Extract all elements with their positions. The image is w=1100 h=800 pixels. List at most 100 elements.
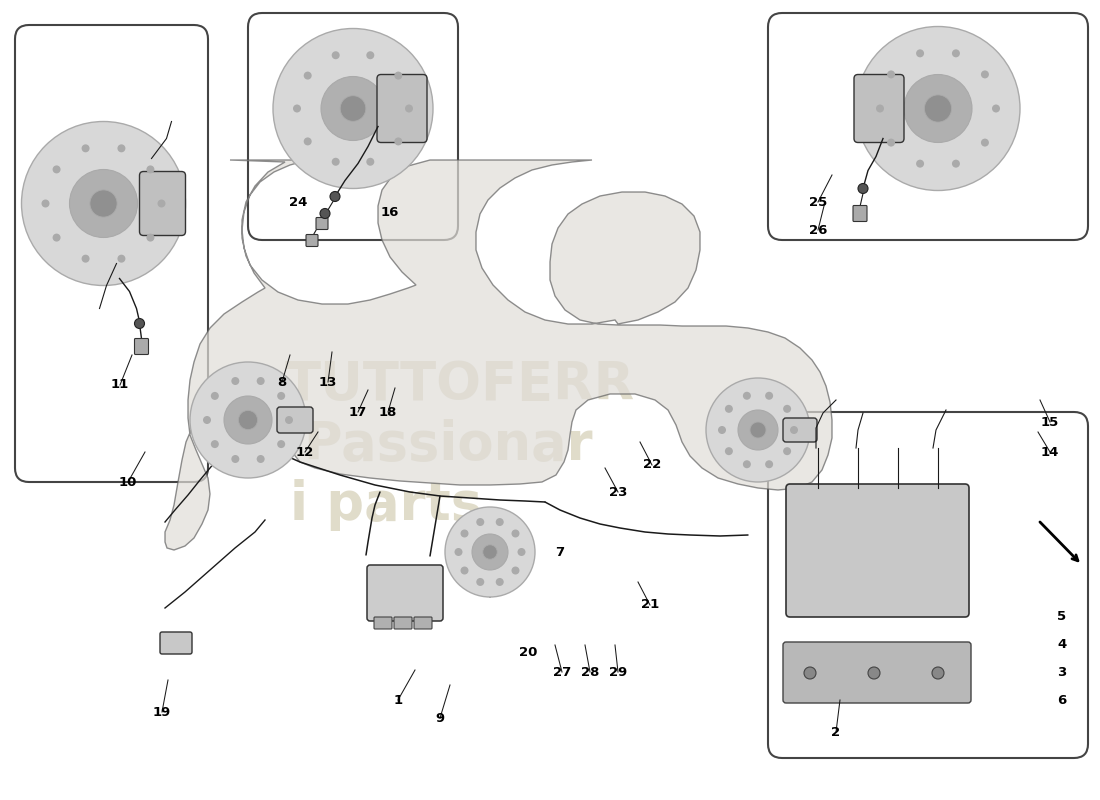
Circle shape xyxy=(496,578,504,586)
Circle shape xyxy=(916,50,924,58)
Circle shape xyxy=(293,105,301,113)
Circle shape xyxy=(53,166,60,174)
FancyBboxPatch shape xyxy=(248,13,458,240)
Circle shape xyxy=(332,51,340,59)
FancyBboxPatch shape xyxy=(134,338,148,354)
Circle shape xyxy=(118,254,125,262)
Circle shape xyxy=(750,422,766,438)
Circle shape xyxy=(766,460,773,468)
Circle shape xyxy=(461,566,469,574)
Text: 18: 18 xyxy=(378,406,397,418)
Text: 29: 29 xyxy=(609,666,627,678)
Circle shape xyxy=(790,426,798,434)
Text: 20: 20 xyxy=(519,646,537,658)
FancyBboxPatch shape xyxy=(316,218,328,230)
Text: 3: 3 xyxy=(1057,666,1067,678)
Circle shape xyxy=(725,405,733,413)
Text: 27: 27 xyxy=(553,666,571,678)
Circle shape xyxy=(256,455,265,463)
Text: 21: 21 xyxy=(641,598,659,611)
FancyBboxPatch shape xyxy=(783,642,971,703)
Text: 22: 22 xyxy=(642,458,661,471)
Text: 2: 2 xyxy=(832,726,840,738)
Circle shape xyxy=(461,530,469,538)
Circle shape xyxy=(924,95,952,122)
Circle shape xyxy=(330,191,340,202)
Text: 17: 17 xyxy=(349,406,367,418)
Text: i parts: i parts xyxy=(290,479,482,531)
Circle shape xyxy=(304,138,311,146)
Circle shape xyxy=(277,440,285,448)
FancyBboxPatch shape xyxy=(377,74,427,142)
Circle shape xyxy=(952,50,960,58)
Circle shape xyxy=(273,29,433,189)
Circle shape xyxy=(981,70,989,78)
FancyBboxPatch shape xyxy=(786,484,969,617)
Polygon shape xyxy=(165,160,832,550)
Circle shape xyxy=(742,460,751,468)
Circle shape xyxy=(321,77,385,141)
Circle shape xyxy=(952,160,960,168)
Circle shape xyxy=(706,378,810,482)
Circle shape xyxy=(742,392,751,400)
Text: 8: 8 xyxy=(277,375,287,389)
FancyBboxPatch shape xyxy=(414,617,432,629)
Text: 7: 7 xyxy=(556,546,564,558)
Circle shape xyxy=(146,234,154,242)
Circle shape xyxy=(81,254,89,262)
FancyBboxPatch shape xyxy=(854,74,904,142)
Circle shape xyxy=(90,190,117,217)
Circle shape xyxy=(239,410,257,430)
Circle shape xyxy=(320,209,330,218)
Text: 5: 5 xyxy=(1057,610,1067,623)
Circle shape xyxy=(211,440,219,448)
Circle shape xyxy=(858,183,868,194)
FancyBboxPatch shape xyxy=(277,407,313,433)
Circle shape xyxy=(340,96,366,122)
Circle shape xyxy=(211,392,219,400)
Circle shape xyxy=(405,105,412,113)
Circle shape xyxy=(876,105,884,113)
Circle shape xyxy=(394,71,403,79)
Text: 15: 15 xyxy=(1041,415,1059,429)
Circle shape xyxy=(887,70,895,78)
Circle shape xyxy=(366,51,374,59)
Circle shape xyxy=(904,74,972,142)
Circle shape xyxy=(472,534,508,570)
Circle shape xyxy=(766,392,773,400)
Circle shape xyxy=(804,667,816,679)
Text: 23: 23 xyxy=(608,486,627,498)
Circle shape xyxy=(476,578,484,586)
Circle shape xyxy=(483,545,497,559)
Circle shape xyxy=(887,138,895,146)
Circle shape xyxy=(718,426,726,434)
Circle shape xyxy=(285,416,293,424)
Circle shape xyxy=(231,377,240,385)
Circle shape xyxy=(496,518,504,526)
Circle shape xyxy=(81,144,89,152)
Text: 16: 16 xyxy=(381,206,399,218)
Circle shape xyxy=(366,158,374,166)
Text: 9: 9 xyxy=(436,711,444,725)
Circle shape xyxy=(256,377,265,385)
Circle shape xyxy=(190,362,306,478)
Circle shape xyxy=(157,199,165,207)
Circle shape xyxy=(134,318,144,329)
Circle shape xyxy=(856,26,1020,190)
Circle shape xyxy=(446,507,535,597)
FancyBboxPatch shape xyxy=(394,617,412,629)
Circle shape xyxy=(394,138,403,146)
Circle shape xyxy=(69,170,138,238)
FancyBboxPatch shape xyxy=(852,206,867,222)
Text: 28: 28 xyxy=(581,666,600,678)
Circle shape xyxy=(231,455,240,463)
FancyBboxPatch shape xyxy=(367,565,443,621)
Text: 25: 25 xyxy=(808,195,827,209)
Text: a Passionar: a Passionar xyxy=(250,419,593,471)
Text: 6: 6 xyxy=(1057,694,1067,706)
Text: 12: 12 xyxy=(296,446,315,458)
FancyBboxPatch shape xyxy=(768,13,1088,240)
FancyBboxPatch shape xyxy=(768,412,1088,758)
Text: 26: 26 xyxy=(808,223,827,237)
Circle shape xyxy=(454,548,462,556)
